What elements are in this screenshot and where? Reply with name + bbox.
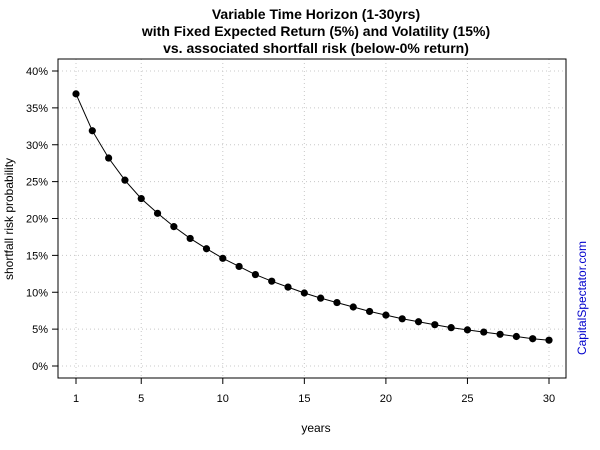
data-point — [235, 262, 243, 271]
x-axis: 1 5 10 15 20 25 30 — [73, 378, 555, 405]
data-point — [153, 209, 162, 217]
x-tick-label: 1 — [73, 393, 79, 405]
y-tick-label: 0% — [32, 361, 48, 373]
data-point — [414, 318, 423, 326]
data-point — [333, 298, 341, 307]
data-point — [88, 127, 96, 135]
y-tick-label: 20% — [26, 214, 48, 226]
grid — [58, 59, 566, 378]
data-point — [186, 234, 194, 243]
data-point — [398, 315, 406, 323]
data-point — [105, 154, 113, 162]
data-point — [447, 324, 455, 332]
data-point — [300, 289, 308, 297]
chart-title: Variable Time Horizon (1-30yrs) with Fix… — [141, 6, 490, 56]
y-tick-label: 40% — [26, 66, 48, 78]
y-axis: 0% 5% 10% 15% 20% 25% 30% 35% 40% — [26, 66, 58, 373]
y-axis-label: shortfall risk probability — [2, 158, 16, 280]
data-point — [480, 328, 488, 336]
x-tick-label: 25 — [461, 393, 473, 405]
x-tick-label: 20 — [380, 393, 392, 405]
y-tick-label: 25% — [26, 177, 48, 189]
title-line-2: with Fixed Expected Return (5%) and Vola… — [141, 23, 490, 39]
data-point — [251, 270, 260, 279]
data-point — [382, 311, 390, 319]
title-line-3: vs. associated shortfall risk (below-0% … — [163, 40, 469, 56]
data-point — [431, 321, 439, 329]
data-point — [496, 330, 504, 338]
x-axis-label: years — [301, 421, 330, 435]
data-point — [365, 307, 374, 316]
data-point — [137, 194, 145, 203]
data-point — [121, 176, 129, 184]
series — [72, 90, 553, 344]
x-tick-label: 15 — [298, 393, 310, 405]
data-point — [463, 326, 472, 334]
data-point — [268, 277, 276, 285]
x-tick-label: 30 — [543, 393, 555, 405]
title-line-1: Variable Time Horizon (1-30yrs) — [212, 6, 420, 22]
data-point — [202, 245, 211, 253]
series-line — [75, 93, 550, 341]
data-point — [170, 223, 178, 231]
x-tick-label: 5 — [138, 393, 144, 405]
data-point — [284, 283, 292, 291]
y-tick-label: 35% — [26, 103, 48, 115]
data-point — [349, 303, 357, 311]
data-point — [545, 336, 553, 344]
y-tick-label: 10% — [26, 287, 48, 299]
data-point — [512, 332, 520, 341]
y-tick-label: 30% — [26, 140, 48, 152]
data-point — [529, 335, 537, 343]
data-point — [72, 90, 80, 98]
y-tick-label: 5% — [32, 324, 48, 336]
data-point — [317, 294, 325, 302]
data-point — [219, 254, 227, 262]
y-tick-label: 15% — [26, 250, 48, 262]
watermark: CapitalSpectator.com — [575, 241, 589, 355]
x-tick-label: 10 — [217, 393, 229, 405]
